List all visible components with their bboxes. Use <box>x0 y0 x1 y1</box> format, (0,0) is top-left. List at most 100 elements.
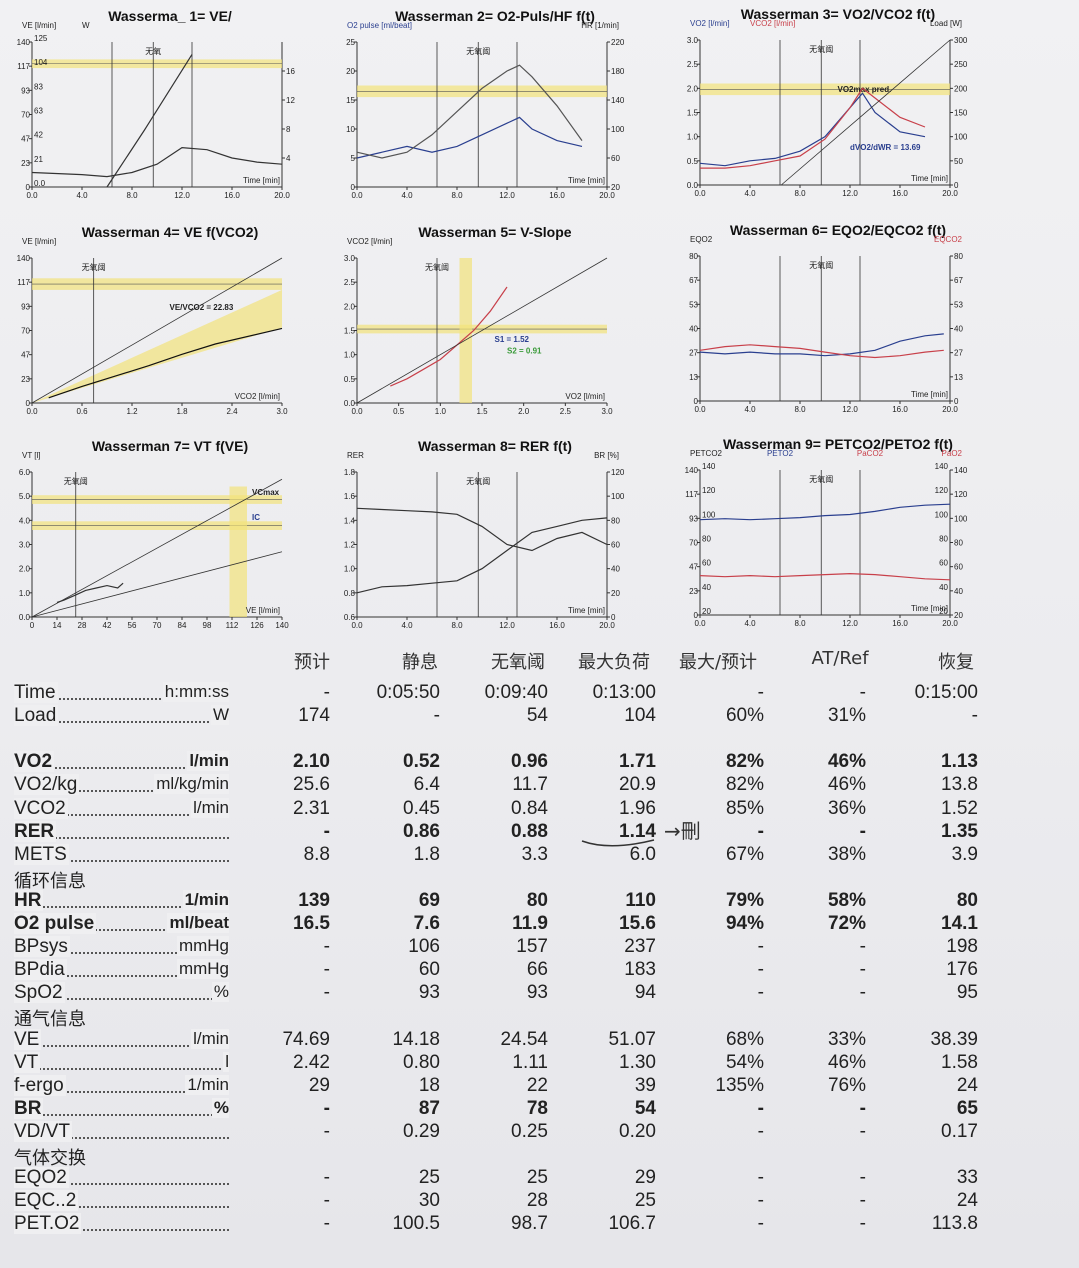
y2-tick-label: 80 <box>702 535 711 544</box>
table-row: VD/VT - 0.29 0.25 0.20 - - 0.17 <box>0 1120 1079 1144</box>
annotation: S1 = 1.52 <box>495 335 530 344</box>
right-tick-label: 220 <box>611 38 625 47</box>
left-axis-label: RER <box>347 451 364 460</box>
y-tick-label: 67 <box>689 276 698 285</box>
right-tick-label: 20 <box>954 611 963 620</box>
table-cell: - <box>757 682 764 703</box>
right2-tick-label: 20 <box>939 607 948 616</box>
chart-panel-3: Wasserman 3= VO2/VCO2 f(t) 无氧阈 3.0 2.5 2.0 1.… <box>687 4 988 204</box>
x-axis-label: VO2 [l/min] <box>565 392 605 401</box>
y2-tick-label: 120 <box>702 486 716 495</box>
table-cell: 67% <box>725 843 764 865</box>
row-name: BPdia <box>14 959 67 981</box>
table-cell: 106.7 <box>608 1213 656 1235</box>
y-tick-label: 93 <box>21 86 30 95</box>
table-cell: 65 <box>956 1097 978 1119</box>
y2-tick-label: 63 <box>34 107 43 116</box>
table-cell: 106 <box>408 936 440 958</box>
y-tick-label: 1.0 <box>19 589 31 598</box>
x-tick-label: 0 <box>30 621 35 630</box>
column-header: 最大/预计 <box>678 652 758 673</box>
table-cell: - <box>323 1213 330 1235</box>
table-row: VCO2 l/min 2.31 0.45 0.84 1.96 85% 36% 1.52 <box>0 797 1079 821</box>
y-tick-label: 3.0 <box>19 541 31 550</box>
table-cell: - <box>859 1097 866 1119</box>
y-tick-label: 140 <box>17 254 31 263</box>
series-line-2 <box>106 54 193 188</box>
right-tick-label: 40 <box>954 587 963 596</box>
threshold-label: 无氧阈 <box>82 262 106 272</box>
y-tick-label: 20 <box>346 67 355 76</box>
highlight-band <box>459 258 472 403</box>
table-cell: - <box>757 982 764 1004</box>
table-cell: 110 <box>625 889 656 911</box>
row-label: BPdia mmHg <box>14 959 229 981</box>
table-cell: 51.07 <box>608 1028 656 1050</box>
row-name: EQO2 <box>14 1167 69 1189</box>
row-unit: h:mm:ss <box>162 682 229 702</box>
y-tick-label: 23 <box>21 159 30 168</box>
table-cell: 0.17 <box>941 1120 978 1142</box>
row-label: EQO2 <box>14 1167 229 1189</box>
table-cell: 8.8 <box>303 843 330 865</box>
table-cell: 104 <box>624 705 656 727</box>
chart-panel-5: Wasserman 5= V-Slope 无氧阈 3.0 2.5 2.0 1.5 1.0 0.… <box>344 222 645 422</box>
row-name: Load <box>14 705 59 727</box>
x-tick-label: 98 <box>203 621 212 630</box>
y-tick-label: 2.0 <box>344 302 356 311</box>
table-cell: 79% <box>725 889 764 911</box>
annotation: VE/VCO2 = 22.83 <box>170 303 234 312</box>
row-label: HR 1/min <box>14 889 229 912</box>
table-cell: 46% <box>827 774 866 796</box>
right-tick-label: 50 <box>954 157 963 166</box>
row-name: Time <box>14 682 58 703</box>
annotation: S2 = 0.91 <box>507 347 542 356</box>
x-tick-label: 8.0 <box>126 191 138 200</box>
x-axis-label: VE [l/min] <box>246 606 280 615</box>
table-cell: 1.52 <box>941 797 978 819</box>
x-tick-label: 20.0 <box>942 189 958 198</box>
table-cell: - <box>859 982 866 1004</box>
table-cell: 6.4 <box>413 774 440 796</box>
left-axis-label: VO2 [l/min] <box>690 19 730 28</box>
table-cell: 14.1 <box>941 913 978 934</box>
y-tick-label: 0 <box>351 183 356 192</box>
right-tick-label: 100 <box>611 125 625 134</box>
right-tick-label: 120 <box>954 490 968 499</box>
x-tick-label: 0.6 <box>76 407 88 416</box>
chart-panel-1: Wasserma_ 1= VE/无氧 140 117 93 70 47 23 0 125 104 8… <box>17 6 320 206</box>
x-tick-label: 0.0 <box>26 407 38 416</box>
y-tick-label: 117 <box>685 490 698 499</box>
table-cell: 78 <box>526 1097 548 1119</box>
table-cell: 0:13:00 <box>592 682 656 703</box>
section-heading: 循环信息 <box>14 870 86 892</box>
table-cell: 46% <box>827 1051 866 1073</box>
x-axis-label: VCO2 [l/min] <box>235 392 280 401</box>
table-row: Time h:mm:ss - 0:05:50 0:09:40 0:13:00 - - 0:15:… <box>0 682 1079 705</box>
row-unit: 1/min <box>185 1074 229 1095</box>
row-label: VCO2 l/min <box>14 797 229 820</box>
right-tick-label: 80 <box>611 516 620 525</box>
x-tick-label: 1.0 <box>435 407 447 416</box>
table-cell: 0:05:50 <box>376 682 440 703</box>
row-name: BR <box>14 1097 44 1119</box>
x-tick-label: 70 <box>153 621 162 630</box>
x-tick-label: 16.0 <box>549 621 565 630</box>
x-tick-label: 0.5 <box>393 407 405 416</box>
table-cell: - <box>859 936 866 958</box>
x-tick-label: 20.0 <box>942 619 958 628</box>
right-tick-label: 53 <box>954 300 963 309</box>
table-cell: 11.9 <box>512 913 548 934</box>
right2-tick-label: 40 <box>939 583 948 592</box>
series-line-1 <box>56 582 124 604</box>
table-row: BPdia mmHg - 60 66 183 - - 176 <box>0 959 1079 982</box>
x-tick-label: 20.0 <box>942 405 958 414</box>
threshold-label: 无氧阈 <box>809 260 833 270</box>
table-row: VE l/min 74.69 14.18 24.54 51.07 68% 33% 38.39 <box>0 1028 1079 1052</box>
y-tick-label: 23 <box>689 587 698 596</box>
column-header: 恢复 <box>938 652 974 673</box>
column-header: 最大负荷 <box>578 652 650 673</box>
right-tick-label: 100 <box>954 514 968 523</box>
table-cell: 1.11 <box>512 1051 548 1073</box>
y-tick-label: 1.5 <box>344 327 356 336</box>
